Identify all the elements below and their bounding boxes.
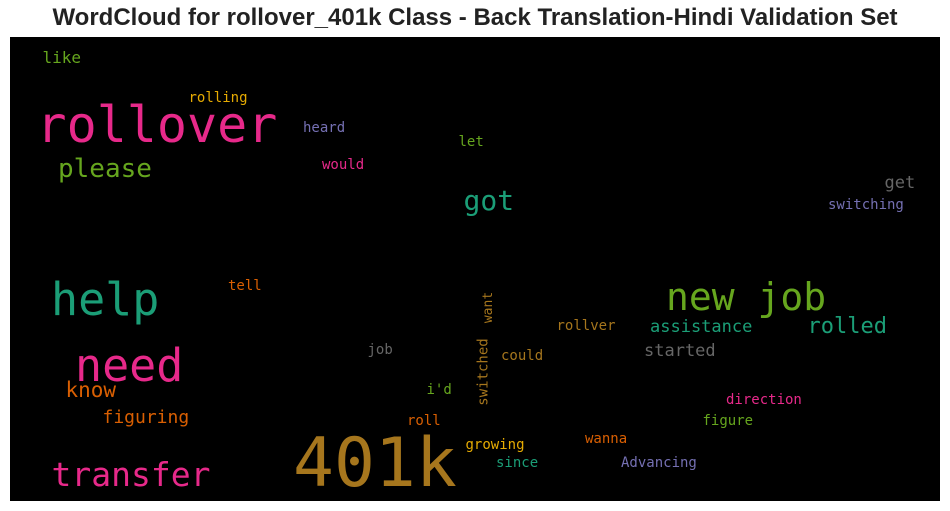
word-assistance: assistance <box>650 316 753 337</box>
word-heard: heard <box>303 120 346 136</box>
word-advancing: Advancing <box>621 455 697 471</box>
word-since: since <box>496 455 539 471</box>
word-wanna: wanna <box>585 431 628 447</box>
word-want: want <box>480 291 496 323</box>
word-transfer: transfer <box>51 454 211 494</box>
word-know: know <box>65 377 117 402</box>
word-figuring: figuring <box>102 407 190 428</box>
word-rollver: rollver <box>556 318 616 334</box>
word-job: job <box>367 342 393 358</box>
word-get: get <box>884 172 916 193</box>
word-would: would <box>322 157 365 173</box>
chart-title: WordCloud for rollover_401k Class - Back… <box>52 4 898 31</box>
word-401k: 401k <box>293 424 457 501</box>
word-new-job: new job <box>666 275 827 319</box>
word-roll: roll <box>407 413 441 429</box>
wordcloud-canvas: 401k rollover help new job need transfer pleas… <box>10 37 940 501</box>
word-rollover: rollover <box>36 96 278 154</box>
word-could: could <box>501 348 544 364</box>
word-need: need <box>75 338 184 392</box>
word-switched: switched <box>475 338 492 406</box>
word-let: let <box>458 134 484 150</box>
word-like: like <box>42 48 82 67</box>
word-rolling: rolling <box>188 90 248 106</box>
word-started: started <box>644 340 716 361</box>
word-direction: direction <box>726 392 802 408</box>
word-please: please <box>58 154 152 184</box>
word-help: help <box>51 272 160 326</box>
word-rolled: rolled <box>807 314 887 339</box>
word-got: got <box>463 184 515 217</box>
word-switching: switching <box>828 197 904 213</box>
word-growing: growing <box>465 437 525 453</box>
word-tell: tell <box>228 278 262 294</box>
word-figure: figure <box>702 413 754 429</box>
word-i-d: i'd <box>426 382 452 398</box>
